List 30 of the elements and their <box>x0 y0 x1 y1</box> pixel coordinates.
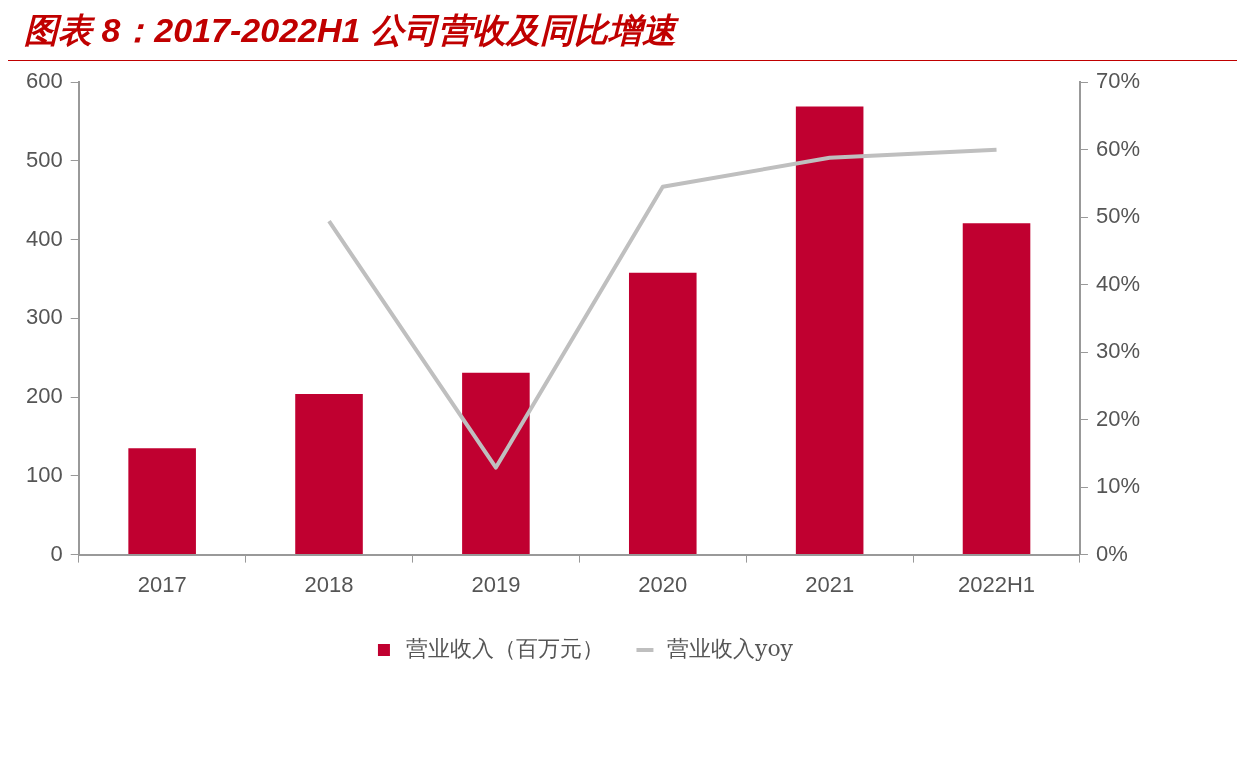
legend-label: 营业收入yoy <box>666 635 794 661</box>
x-tick-label: 2022H1 <box>957 571 1036 597</box>
y2-tick-label: 0% <box>1095 540 1128 566</box>
y2-tick-label: 30% <box>1095 338 1141 364</box>
y-tick-label: 600 <box>25 68 63 94</box>
bar <box>628 272 697 555</box>
bar <box>795 106 864 555</box>
x-tick-label: 2021 <box>805 571 855 597</box>
x-tick-label: 2017 <box>137 571 187 597</box>
y2-tick-label: 60% <box>1095 135 1141 161</box>
bar <box>962 223 1031 555</box>
y2-tick-label: 70% <box>1095 68 1141 94</box>
x-tick-label: 2020 <box>638 571 688 597</box>
y-tick-label: 400 <box>25 225 63 251</box>
y-tick-label: 300 <box>25 304 63 330</box>
y2-tick-label: 10% <box>1095 473 1141 499</box>
y-tick-label: 200 <box>25 383 63 409</box>
x-tick-label: 2019 <box>471 571 521 597</box>
chart-title: 图表 8：2017-2022H1 公司营收及同比增速 <box>8 8 1237 61</box>
y-tick-label: 100 <box>25 461 63 487</box>
bar <box>128 448 196 555</box>
y2-tick-label: 40% <box>1095 270 1141 296</box>
bar <box>462 372 530 555</box>
y2-tick-label: 20% <box>1095 405 1141 431</box>
y2-tick-label: 50% <box>1095 203 1141 229</box>
bar <box>295 393 363 555</box>
y-tick-label: 500 <box>25 147 63 172</box>
x-tick-label: 2018 <box>304 571 354 597</box>
legend-label: 营业收入（百万元） <box>405 635 604 661</box>
y-tick-label: 0 <box>50 540 63 566</box>
